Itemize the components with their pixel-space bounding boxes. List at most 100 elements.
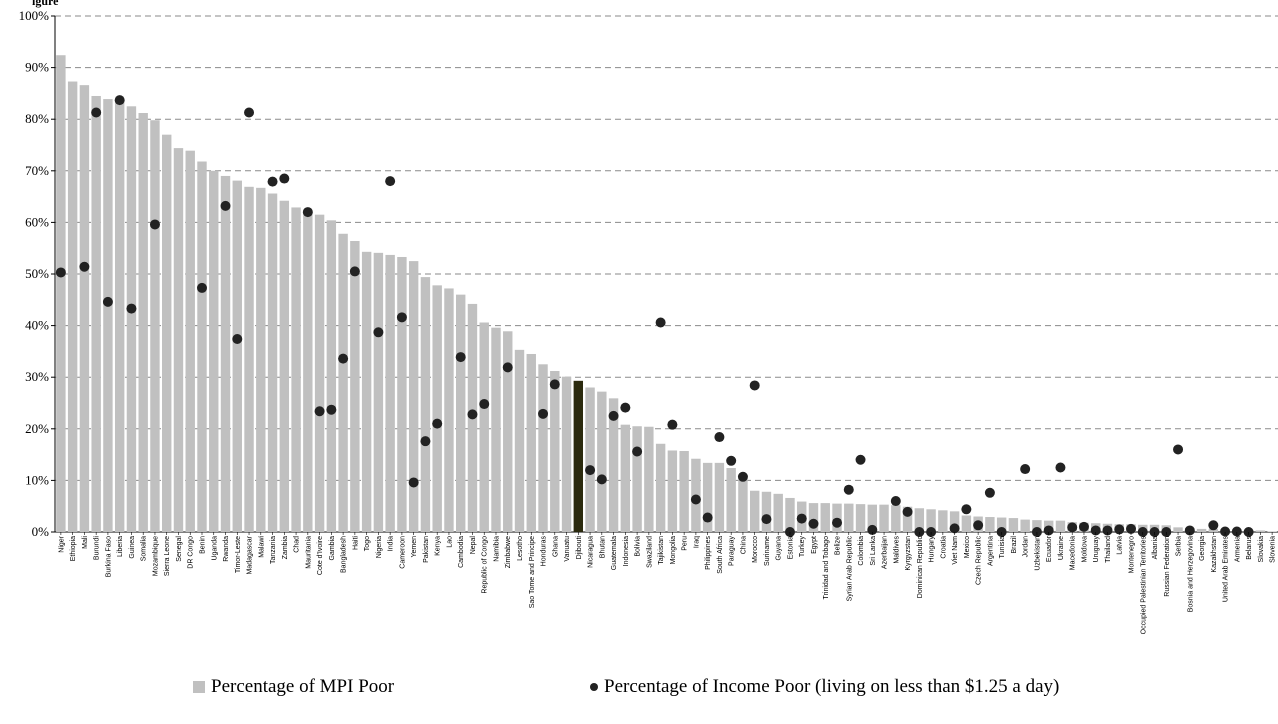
x-tick-label: Hungary xyxy=(929,536,936,563)
mpi-bar xyxy=(197,161,207,532)
mpi-bar xyxy=(808,503,819,532)
x-tick-label: Chad xyxy=(294,536,301,553)
x-tick-label: Turkey xyxy=(799,536,806,558)
mpi-bar xyxy=(1208,528,1219,532)
x-tick-label: Latvia xyxy=(1117,536,1124,555)
x-tick-label: Zimbabwe xyxy=(505,536,512,568)
mpi-bar xyxy=(679,450,689,532)
mpi-bar xyxy=(1055,520,1066,532)
income-poor-point xyxy=(867,524,878,535)
x-tick-label: Republic of Congo xyxy=(482,536,489,594)
y-tick-label: 0% xyxy=(32,524,50,539)
mpi-bar xyxy=(503,331,513,532)
income-poor-point xyxy=(1126,523,1137,534)
mpi-bar xyxy=(209,170,219,533)
x-tick-label: Azerbaijan xyxy=(882,536,889,569)
x-tick-label: Liberia xyxy=(117,536,124,557)
y-tick-label: 20% xyxy=(25,421,49,436)
x-tick-label: Ghana xyxy=(552,536,559,557)
income-poor-point xyxy=(585,465,596,476)
x-tick-label: Slovenia xyxy=(1270,536,1277,563)
mpi-bar xyxy=(456,294,466,532)
x-tick-label: Belize xyxy=(835,536,842,555)
mpi-bar xyxy=(914,508,925,532)
mpi-bar xyxy=(785,497,795,532)
income-poor-point xyxy=(114,95,125,106)
income-poor-point xyxy=(1043,525,1054,536)
y-tick-label: 80% xyxy=(25,111,49,126)
x-tick-label: Mozambique xyxy=(152,536,159,576)
x-tick-label: Thailand xyxy=(1105,536,1112,563)
legend-item-mpi: Percentage of MPI Poor xyxy=(193,676,394,698)
x-tick-label: Jordan xyxy=(1023,536,1030,558)
x-tick-label: Rwanda xyxy=(223,536,230,562)
y-tick-label: 10% xyxy=(25,472,49,487)
income-poor-point xyxy=(279,173,290,184)
mpi-bar xyxy=(114,99,125,533)
income-poor-point xyxy=(420,436,431,447)
x-tick-label: Viet Nam xyxy=(952,536,959,565)
x-tick-label: Sao Tome and Principe xyxy=(529,536,536,608)
mpi-bar xyxy=(1173,527,1183,532)
mpi-bar xyxy=(326,220,337,532)
income-poor-point xyxy=(749,380,760,391)
income-poor-point xyxy=(1055,462,1066,473)
x-tick-label: Kyrgyzstan xyxy=(905,536,912,571)
x-tick-label: Burundi xyxy=(94,536,101,561)
x-tick-label: Gambia xyxy=(329,536,336,561)
x-tick-label: Pakistan xyxy=(423,536,430,563)
x-tick-label: Dominican Republic xyxy=(917,536,924,599)
x-tick-label: Czech Republic xyxy=(976,536,983,586)
mpi-bar xyxy=(632,426,642,532)
mpi-bar xyxy=(479,322,489,532)
mpi-bar xyxy=(1255,530,1266,532)
mpi-bar xyxy=(550,371,560,532)
income-poor-point xyxy=(220,200,231,211)
income-poor-point xyxy=(1020,464,1031,475)
x-tick-label: Uzbekistan xyxy=(1034,536,1041,571)
mpi-bar xyxy=(867,504,877,532)
x-tick-label: Paraguay xyxy=(729,536,736,566)
income-poor-point xyxy=(855,454,866,465)
mpi-bar xyxy=(996,517,1007,532)
x-tick-label: Trinidad and Tobago xyxy=(823,536,830,600)
x-tick-label: Belarus xyxy=(1246,536,1253,560)
x-tick-label: Egypt xyxy=(811,536,818,554)
income-poor-point xyxy=(396,312,407,323)
x-tick-label: Syrian Arab Republic xyxy=(846,536,853,602)
mpi-bar xyxy=(173,148,184,532)
x-tick-label: Ukraine xyxy=(1058,536,1065,560)
income-poor-point xyxy=(267,176,278,187)
mpi-bar xyxy=(79,85,90,533)
mpi-bar xyxy=(126,106,137,533)
mpi-bar xyxy=(185,150,195,532)
x-tick-label: Mexico xyxy=(964,536,971,558)
x-tick-label: India xyxy=(388,536,395,551)
mpi-bar xyxy=(726,468,736,532)
x-tick-label: Ethiopia xyxy=(70,536,77,561)
income-poor-point xyxy=(620,402,631,413)
mpi-bar xyxy=(291,207,301,532)
x-tick-label: Honduras xyxy=(541,536,548,567)
mpi-bar xyxy=(949,511,960,532)
income-poor-point xyxy=(432,418,443,429)
mpi-bar xyxy=(162,134,172,532)
x-tick-label: Estonia xyxy=(787,536,794,559)
mpi-bar xyxy=(879,504,889,532)
mpi-bar xyxy=(432,285,442,532)
mpi-bar xyxy=(961,515,972,532)
income-poor-point xyxy=(55,267,66,278)
income-poor-dots xyxy=(55,95,1254,537)
income-poor-point xyxy=(1090,525,1101,536)
x-tick-label: Vanuatu xyxy=(564,536,571,562)
x-tick-label: Djibouti xyxy=(576,536,583,560)
income-poor-point xyxy=(667,419,678,430)
income-poor-point xyxy=(373,327,384,338)
mpi-bar xyxy=(597,391,607,532)
mpi-bar xyxy=(373,252,384,532)
income-poor-point xyxy=(608,410,619,421)
x-tick-label: Moldova xyxy=(1081,536,1088,563)
x-tick-label: Sri Lanka xyxy=(870,536,877,566)
mpi-bar xyxy=(667,450,678,532)
x-tick-label: Uruguay xyxy=(1093,536,1100,563)
